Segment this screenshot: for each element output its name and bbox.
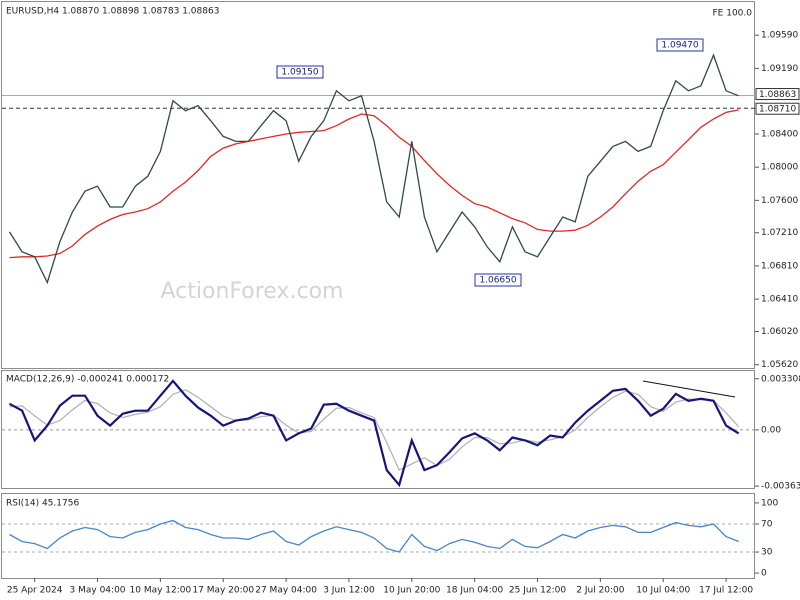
- y-tick-label: 70: [761, 519, 773, 529]
- x-tick-label: 25 Apr 2024: [7, 586, 63, 596]
- x-tick-label: 10 Jul 04:00: [636, 586, 690, 596]
- y-tick-label: 0.00: [761, 425, 781, 435]
- x-tick-label: 18 Jun 04:00: [446, 586, 503, 596]
- x-tick-label: 3 May 04:00: [70, 586, 126, 596]
- annotation-box: [276, 65, 324, 79]
- annotation-box: [656, 38, 704, 52]
- y-tick-label: 1.09190: [761, 64, 798, 74]
- macd-title: MACD(12,26,9) -0.000241 0.000172: [6, 375, 169, 385]
- x-tick-label: 3 Jun 12:00: [323, 586, 375, 596]
- chart-title: EURUSD,H4 1.08870 1.08898 1.08783 1.0886…: [6, 7, 219, 17]
- x-tick-label: 17 Jul 12:00: [699, 586, 753, 596]
- x-tick-label: 27 May 04:00: [255, 586, 317, 596]
- price-label-box: [755, 88, 800, 101]
- chart-subtitle: FE 100.0: [713, 9, 753, 19]
- y-tick-label: 30: [761, 548, 773, 558]
- x-tick-label: 25 Jun 12:00: [509, 586, 566, 596]
- x-tick-label: 2 Jul 20:00: [576, 586, 625, 596]
- rsi-panel: [1, 493, 755, 579]
- x-tick-label: 10 May 12:00: [130, 586, 192, 596]
- annotation: 1.09470: [661, 41, 698, 51]
- series-line: [9, 109, 739, 259]
- y-tick-label: 1.08000: [761, 163, 798, 173]
- annotation: 1.09150: [281, 68, 318, 78]
- y-tick-label: 1.07210: [761, 228, 798, 238]
- y-tick-label: 1.09590: [761, 31, 798, 41]
- y-tick-label: 1.05620: [761, 360, 798, 370]
- y-tick-label: 0.003308: [761, 374, 800, 384]
- y-tick-label: 1.06020: [761, 327, 798, 337]
- rsi-title: RSI(14) 45.1756: [6, 499, 79, 509]
- watermark: ActionForex.com: [161, 279, 344, 304]
- annotation-box: [474, 273, 522, 287]
- y-tick-label: 0: [761, 569, 767, 579]
- series-line: [8, 379, 740, 488]
- x-tick-label: 10 Jun 20:00: [383, 586, 440, 596]
- y-tick-label: 1.06410: [761, 295, 798, 305]
- price-panel: [1, 1, 755, 369]
- annotation: 1.06650: [479, 276, 516, 286]
- y-tick-label: 1.06810: [761, 261, 798, 271]
- y-tick-label: 1.08400: [761, 129, 798, 139]
- y-tick-label: 100: [761, 498, 778, 508]
- series-line: [9, 519, 739, 553]
- y-tick-label: -0.003635: [761, 482, 800, 492]
- series-line: [8, 53, 739, 285]
- price-label: 1.08710: [759, 105, 796, 115]
- y-tick-label: 1.07600: [761, 196, 798, 206]
- divergence-line: [642, 380, 736, 398]
- x-tick-label: 17 May 20:00: [192, 586, 254, 596]
- series-line: [9, 388, 740, 471]
- price-label: 1.08863: [759, 90, 796, 100]
- price-label-box: [755, 102, 800, 115]
